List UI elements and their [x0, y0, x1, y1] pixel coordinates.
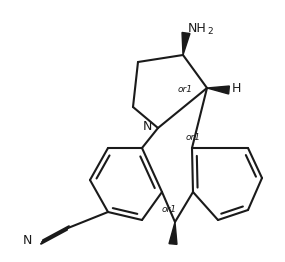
- Text: or1: or1: [162, 205, 177, 215]
- Text: or1: or1: [178, 85, 193, 95]
- Text: or1: or1: [186, 134, 201, 143]
- Text: N: N: [23, 234, 32, 248]
- Polygon shape: [207, 86, 229, 94]
- Polygon shape: [182, 32, 190, 55]
- Text: H: H: [232, 81, 241, 95]
- Text: 2: 2: [207, 28, 213, 36]
- Text: NH: NH: [188, 21, 207, 35]
- Text: N: N: [142, 121, 152, 134]
- Polygon shape: [169, 222, 177, 244]
